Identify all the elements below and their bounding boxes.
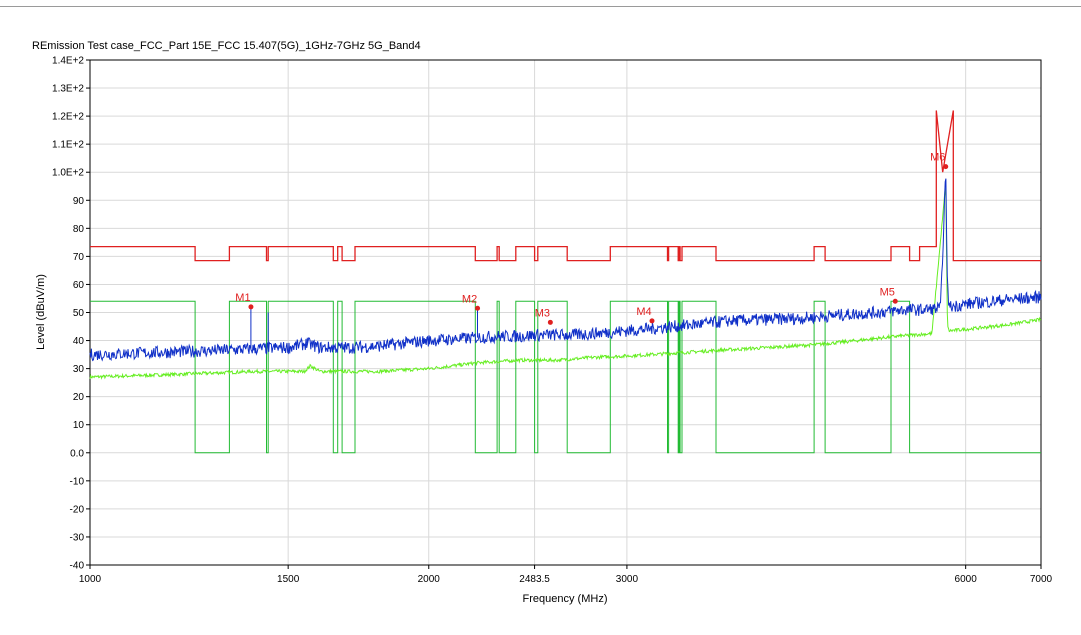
x-tick-label: 1500 xyxy=(277,574,300,585)
y-tick-label: 40 xyxy=(73,336,85,347)
y-tick-label: 0.0 xyxy=(70,448,84,459)
marker-point-m6 xyxy=(943,164,949,170)
y-tick-label: 60 xyxy=(73,280,85,291)
series-peak xyxy=(89,178,1042,362)
marker-label-m3: M3 xyxy=(535,307,550,319)
series-average xyxy=(89,188,1042,380)
x-tick-label: 7000 xyxy=(1030,574,1053,585)
y-tick-label: -30 xyxy=(70,532,85,543)
y-tick-label: 1.4E+2 xyxy=(52,56,84,67)
x-tick-label: 1000 xyxy=(79,574,102,585)
y-tick-label: -10 xyxy=(70,476,85,487)
marker-label-m4: M4 xyxy=(636,306,651,318)
y-tick-label: 1.1E+2 xyxy=(52,140,84,151)
y-tick-label: -40 xyxy=(70,561,85,572)
chart-title: REmission Test case_FCC_Part 15E_FCC 15.… xyxy=(32,40,421,52)
markers-layer: M1 M2 M3 M4 M5 M6 xyxy=(235,152,949,325)
y-axis-label: Level (dBuV/m) xyxy=(35,274,47,350)
marker-label-m1: M1 xyxy=(235,292,250,304)
y-tick-label: 30 xyxy=(73,364,85,375)
y-tick-label: 10 xyxy=(73,420,85,431)
series-layer xyxy=(89,110,1042,454)
marker-point-m4 xyxy=(649,318,655,324)
y-tick-label: 90 xyxy=(73,196,85,207)
marker-point-m5 xyxy=(892,298,898,304)
marker-label-m5: M5 xyxy=(880,286,895,298)
y-tick-label: 1.0E+2 xyxy=(52,168,84,179)
x-axis-label: Frequency (MHz) xyxy=(523,593,608,605)
y-tick-label: 1.3E+2 xyxy=(52,84,84,95)
x-tick-label: 6000 xyxy=(955,574,978,585)
y-tick-label: 70 xyxy=(73,252,85,263)
x-tick-label: 2483.5 xyxy=(519,574,550,585)
y-axis-ticks: -40 -30 -20 -10 0.0 10 20 30 40 50 60 70 80 90 1.0E+2 1… xyxy=(52,56,90,572)
y-tick-label: 80 xyxy=(73,224,85,235)
marker-point-m3 xyxy=(547,319,553,325)
marker-point-m1 xyxy=(248,304,254,310)
window-top-border xyxy=(0,6,1081,7)
x-axis-ticks: 1000 1500 2000 2483.5 3000 6000 7000 xyxy=(79,565,1053,585)
y-tick-label: -20 xyxy=(70,504,85,515)
y-tick-label: 1.2E+2 xyxy=(52,112,84,123)
y-tick-label: 20 xyxy=(73,392,85,403)
marker-label-m2: M2 xyxy=(462,293,477,305)
series-peak-limit xyxy=(90,110,1041,262)
x-tick-label: 3000 xyxy=(616,574,639,585)
marker-label-m6: M6 xyxy=(930,152,945,164)
series-restricted-bands xyxy=(90,300,1041,454)
x-tick-label: 2000 xyxy=(418,574,441,585)
y-tick-label: 50 xyxy=(73,308,85,319)
marker-point-m2 xyxy=(475,305,481,311)
